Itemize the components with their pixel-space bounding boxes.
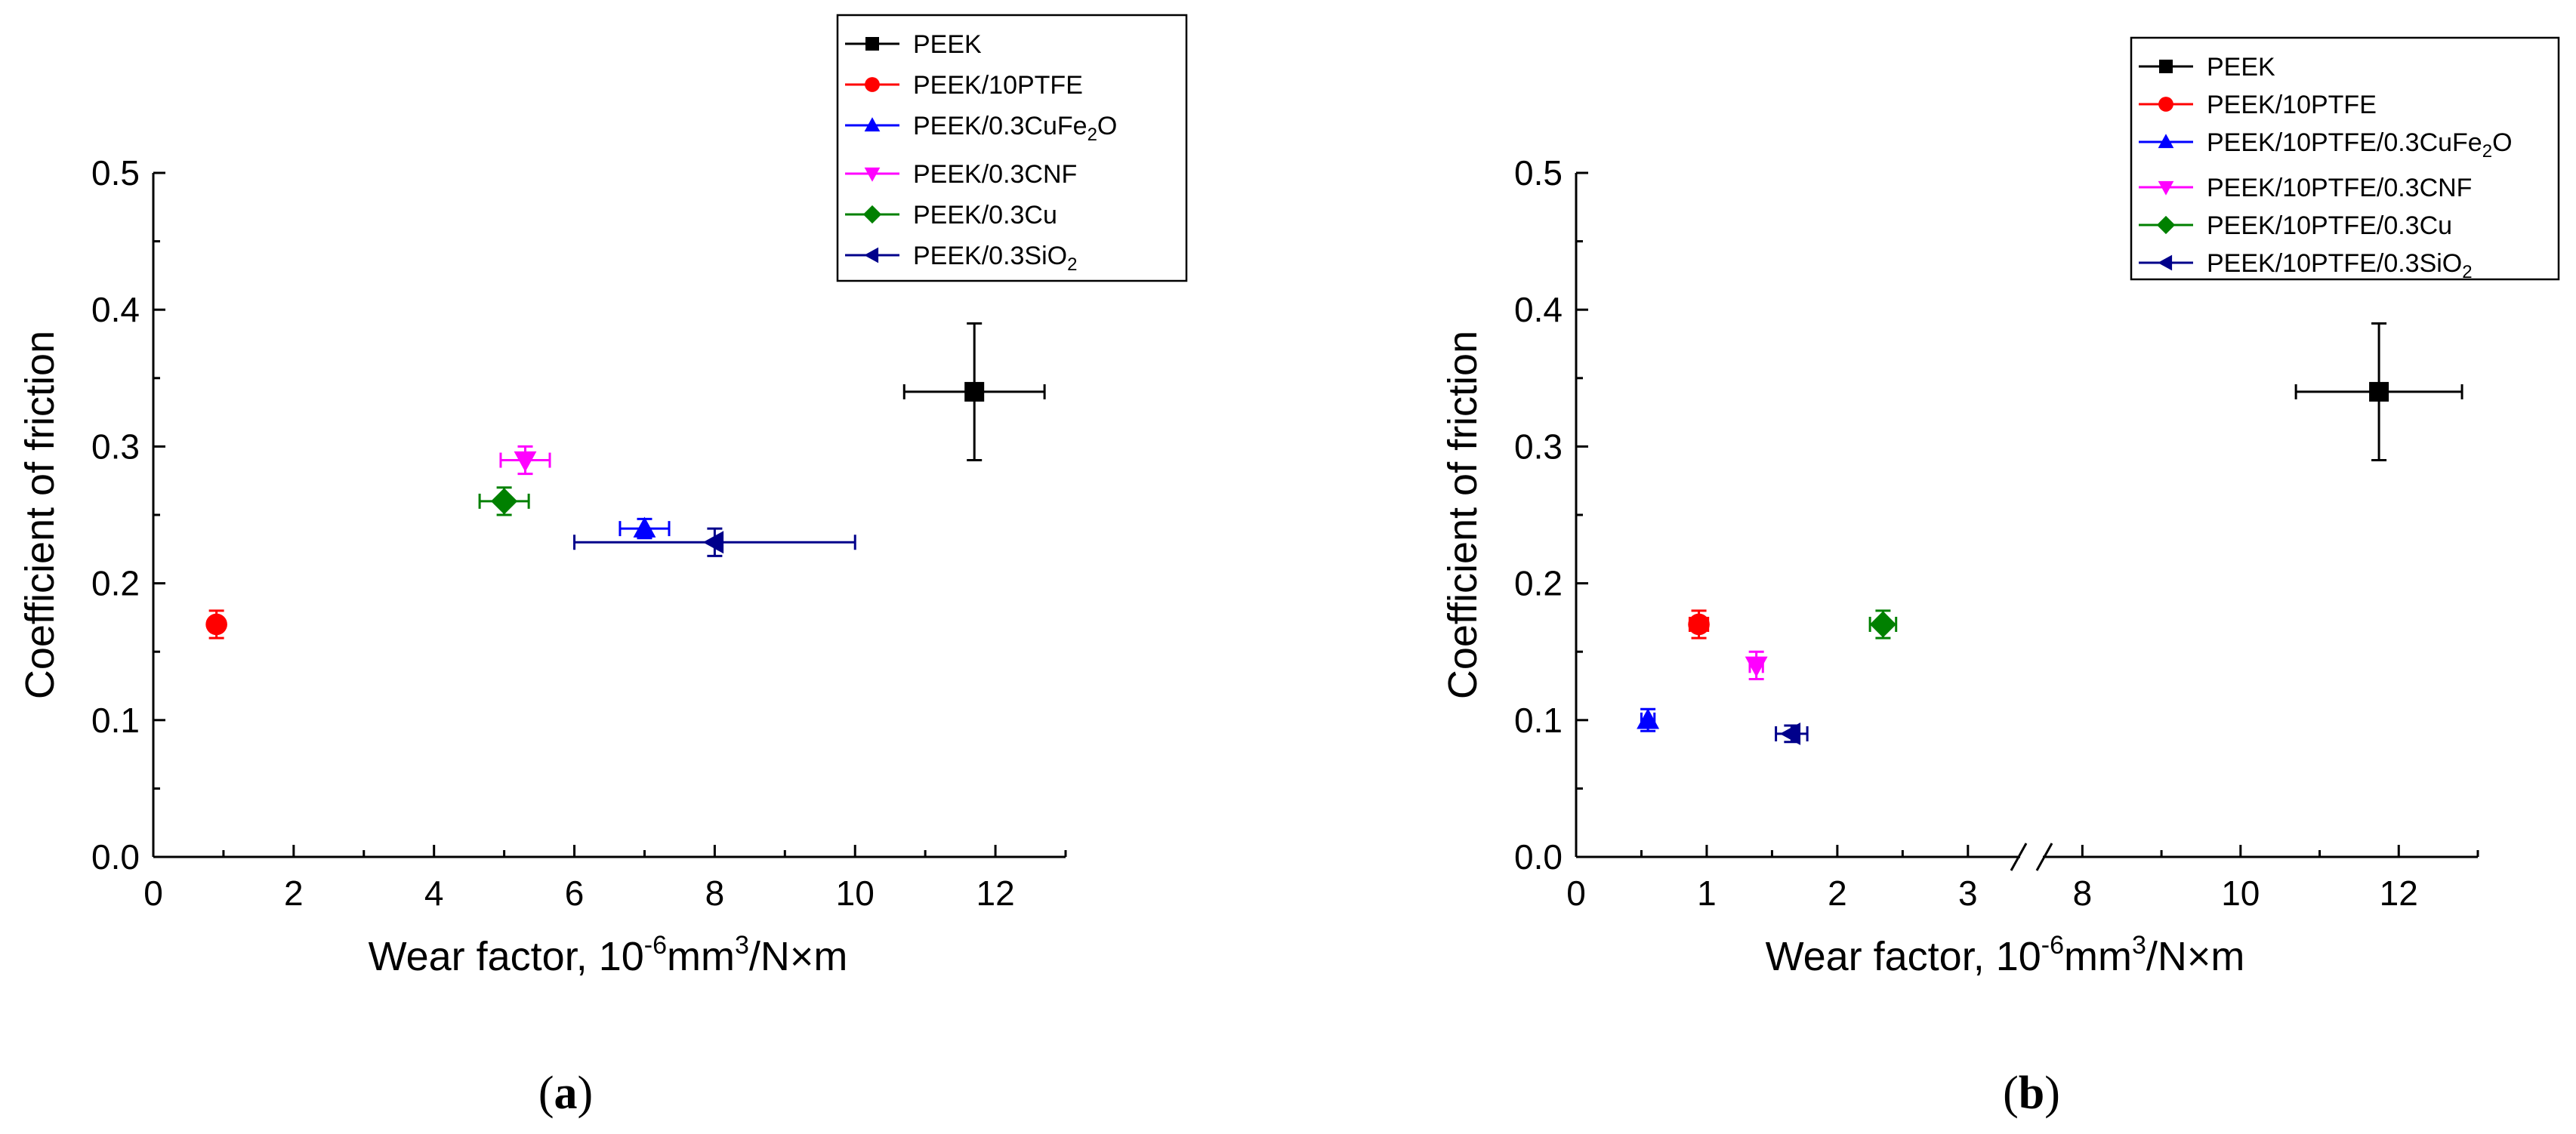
- x-tick-label: 4: [424, 874, 444, 913]
- x-axis-label: Wear factor, 10-6mm3/N×m: [1766, 931, 2245, 979]
- chart-b: 0.0 0.1 0.2 0.3 0.4 0.5 Coefficient of frictio…: [1440, 36, 2560, 1119]
- legend-marker: [864, 247, 879, 263]
- series-point: [1637, 707, 1660, 732]
- legend-marker: [865, 77, 880, 92]
- x-tick-label: 2: [1828, 874, 1847, 913]
- x-tick-label: 0: [1566, 874, 1586, 913]
- legend-label: PEEK/0.3Cu: [913, 201, 1057, 230]
- series-point: [1745, 650, 1768, 680]
- legend-label: PEEK/0.3CNF: [913, 160, 1077, 189]
- series-point: [1868, 609, 1898, 639]
- data-marker: [491, 488, 518, 515]
- data-marker: [964, 381, 985, 402]
- y-tick-label: 0.4: [1514, 290, 1563, 329]
- chart-a: 0.0 0.1 0.2 0.3 0.4 0.5 Coefficient of frictio…: [17, 14, 1188, 1119]
- legend-marker: [864, 167, 881, 182]
- axis-break-mark: [2010, 843, 2028, 871]
- y-axis-label: Coefficient of friction: [17, 331, 63, 699]
- data-marker: [1779, 722, 1801, 745]
- series-point: [1775, 722, 1809, 745]
- x-axis-label: Wear factor, 10-6mm3/N×m: [369, 931, 848, 979]
- legend-label: PEEK/0.3SiO2: [913, 242, 1077, 275]
- y-tick-label: 0.2: [91, 564, 140, 603]
- x-tick-label: 6: [565, 874, 585, 913]
- x-tick-label: 10: [2221, 874, 2260, 913]
- y-tick-label: 0.5: [91, 153, 140, 193]
- data-marker: [633, 516, 656, 538]
- x-tick-label: 8: [2073, 874, 2093, 913]
- legend-marker: [2158, 254, 2173, 271]
- y-tick-label: 0.3: [91, 427, 140, 466]
- panel-label-a: (a): [538, 1068, 593, 1119]
- y-tick-label: 0.3: [1514, 427, 1563, 466]
- data-marker: [514, 451, 537, 473]
- data-marker: [1637, 708, 1660, 729]
- data-marker: [205, 613, 227, 636]
- series-point: [1688, 609, 1710, 639]
- legend-label: PEEK/10PTFE/0.3Cu: [2207, 211, 2452, 240]
- x-tick-label: 10: [836, 874, 875, 913]
- legend-label: PEEK/10PTFE: [913, 71, 1083, 100]
- y-axis-label: Coefficient of friction: [1440, 331, 1485, 699]
- series-point: [478, 486, 530, 516]
- legend-marker: [864, 117, 881, 132]
- series-point: [499, 445, 551, 476]
- legend-label: PEEK: [913, 30, 982, 59]
- x-tick-label: 8: [705, 874, 725, 913]
- legend-marker: [2158, 97, 2173, 112]
- legend-label: PEEK: [2207, 53, 2275, 82]
- y-tick-label: 0.4: [91, 290, 140, 329]
- y-tick-label: 0.0: [1514, 837, 1563, 877]
- series-point: [205, 609, 227, 639]
- x-tick-label: 12: [2380, 874, 2418, 913]
- data-marker: [2369, 381, 2389, 402]
- legend-label: PEEK/10PTFE/0.3CuFe2O: [2207, 128, 2513, 162]
- x-tick-label: 2: [284, 874, 304, 913]
- x-tick-label: 1: [1697, 874, 1717, 913]
- y-tick-label: 0.1: [91, 701, 140, 740]
- legend-marker: [2159, 60, 2173, 73]
- x-tick-label: 12: [976, 874, 1014, 913]
- data-marker: [1688, 613, 1710, 636]
- legend-box: [2130, 36, 2560, 281]
- y-tick-label: 0.1: [1514, 701, 1563, 740]
- x-tick-label: 3: [1958, 874, 1978, 913]
- legend-box: [836, 14, 1188, 282]
- x-tick-label: 0: [143, 874, 163, 913]
- legend-label: PEEK/0.3CuFe2O: [913, 112, 1117, 145]
- legend-marker: [2158, 134, 2174, 149]
- series-point: [2294, 322, 2463, 462]
- data-marker: [1869, 611, 1896, 638]
- data-marker: [702, 531, 724, 554]
- series-point: [619, 516, 671, 540]
- series-point: [573, 527, 856, 557]
- legend-marker: [2156, 215, 2176, 235]
- axis-break-mark: [2035, 843, 2053, 871]
- data-marker: [1745, 656, 1768, 677]
- y-tick-label: 0.0: [91, 837, 140, 877]
- legend-marker: [2158, 180, 2174, 196]
- y-tick-label: 0.2: [1514, 564, 1563, 603]
- legend-label: PEEK/10PTFE/0.3CNF: [2207, 174, 2472, 202]
- y-tick-label: 0.5: [1514, 153, 1563, 193]
- series-point: [902, 322, 1046, 462]
- legend-marker: [865, 37, 879, 51]
- panel-label-b: (b): [2003, 1068, 2060, 1119]
- legend-marker: [862, 205, 882, 224]
- legend-label: PEEK/10PTFE/0.3SiO2: [2207, 249, 2473, 282]
- legend-label: PEEK/10PTFE: [2207, 91, 2377, 119]
